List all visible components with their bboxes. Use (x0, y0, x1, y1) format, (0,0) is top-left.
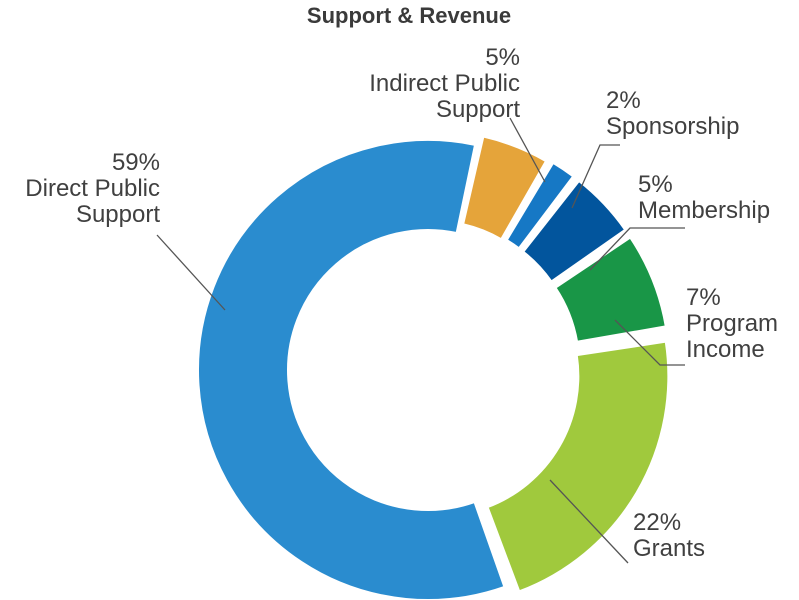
leader-lines-layer (156, 117, 685, 564)
slice-percent-label-5: 22% (633, 509, 681, 536)
slices-layer (197, 135, 670, 600)
slice-percent-label-1: 5% (485, 44, 520, 71)
slice-name-label-4: Income (686, 336, 765, 363)
leader-line-3 (589, 227, 685, 271)
donut-slice-2 (505, 161, 575, 250)
slice-percent-label-3: 5% (638, 171, 673, 198)
slice-name-label-5: Grants (633, 535, 705, 562)
leader-line-1 (509, 117, 546, 183)
leader-line-2 (571, 144, 620, 209)
slice-name-label-0: Direct Public (25, 175, 160, 202)
slice-name-label-3: Membership (638, 197, 770, 224)
slice-name-label-1: Support (436, 96, 520, 123)
slice-name-label-0: Support (76, 201, 160, 228)
slice-name-label-4: Program (686, 310, 778, 337)
slice-name-label-2: Sponsorship (606, 113, 739, 140)
slice-percent-label-2: 2% (606, 87, 641, 114)
leader-line-0 (156, 234, 226, 311)
leader-line-5 (549, 479, 629, 564)
chart-title: Support & Revenue (307, 3, 511, 28)
donut-slice-0 (197, 139, 506, 600)
slice-name-label-1: Indirect Public (369, 70, 520, 97)
slice-percent-label-0: 59% (112, 149, 160, 176)
donut-slice-4 (554, 236, 667, 343)
donut-slice-5 (486, 340, 670, 593)
donut-slice-3 (521, 179, 627, 283)
leader-line-4 (614, 319, 685, 366)
slice-percent-label-4: 7% (686, 284, 721, 311)
donut-slice-1 (461, 135, 548, 241)
